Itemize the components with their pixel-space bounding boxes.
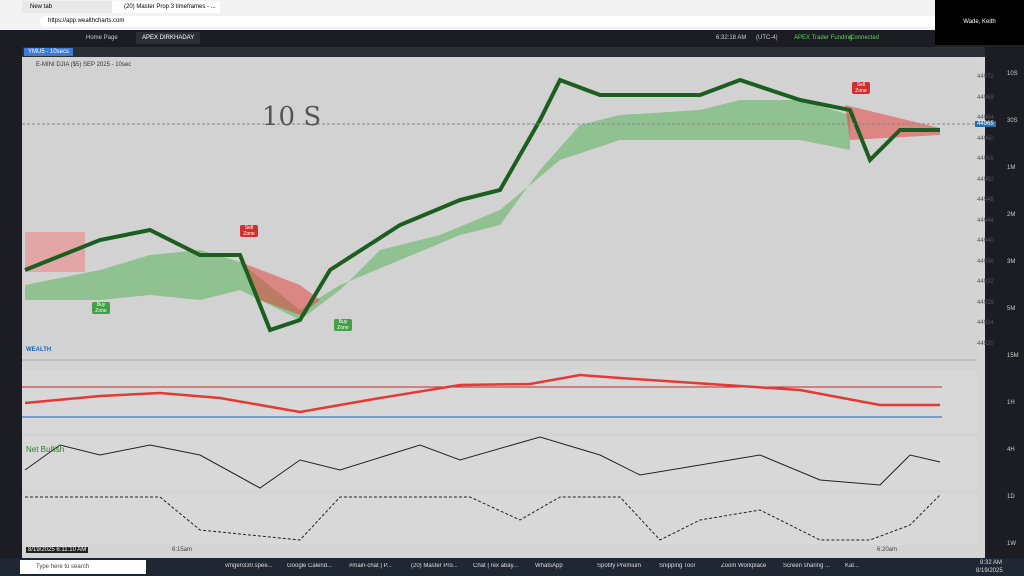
timeframe[interactable]: 15M bbox=[1007, 353, 1019, 359]
browser-chrome: New tab (20) Master Prop 3 timeframes - … bbox=[0, 0, 1024, 30]
timeframe[interactable]: 30S bbox=[1007, 118, 1018, 124]
cycle-pane bbox=[22, 493, 977, 545]
price-label: 44928 bbox=[977, 299, 994, 306]
chart-area: E-MINI DJIA ($5) SEP 2025 - 10sec 10 S 4… bbox=[22, 57, 996, 558]
timeframe[interactable]: 1M bbox=[1007, 165, 1016, 171]
price-label: 44944 bbox=[977, 217, 994, 224]
sentiment: Net Bullish bbox=[26, 445, 65, 454]
price-label: 44924 bbox=[977, 320, 994, 326]
red-cloud bbox=[240, 262, 320, 315]
price-pane bbox=[22, 57, 977, 355]
price-label: 44920 bbox=[977, 340, 994, 347]
user-box: Wade, Keith bbox=[935, 0, 1024, 45]
oscillator-pane bbox=[22, 370, 977, 433]
taskbar: Type here to search 8:32 AM 8/19/2025 vm… bbox=[0, 558, 1024, 576]
zone-label: Sell Zone bbox=[240, 225, 258, 237]
timeframe[interactable]: 4H bbox=[1007, 447, 1015, 453]
account: APEX Trader Funding bbox=[794, 35, 853, 41]
taskbar-app[interactable]: vmgen330.spee... bbox=[225, 563, 273, 569]
right-toolbar: 10S 30S 1M 2M 3M 5M 15M 1H 4H 1D 1W bbox=[985, 47, 1024, 558]
timeframe[interactable]: 1W bbox=[1007, 541, 1016, 547]
price-label: 44940 bbox=[977, 238, 994, 244]
time-label: 6:15am bbox=[172, 547, 193, 553]
app-header: Home Page APEX DIRKHADAY 6:32:18 AM (UTC… bbox=[0, 30, 935, 47]
tab[interactable]: (20) Master Prop 3 timeframes - ... bbox=[112, 1, 220, 13]
tray-date: 8/19/2025 bbox=[976, 568, 1003, 574]
search-box[interactable]: Type here to search bbox=[20, 560, 146, 574]
app-tab[interactable]: Home Page bbox=[86, 35, 118, 41]
momentum-line bbox=[24, 436, 941, 489]
taskbar-app[interactable]: Zoom Workplace bbox=[721, 563, 767, 569]
price-label: 44948 bbox=[977, 197, 994, 203]
taskbar-app[interactable]: Screen sharing ... bbox=[783, 563, 831, 569]
taskbar-app[interactable]: #main-chat | P... bbox=[349, 563, 392, 569]
momentum-pane bbox=[22, 437, 977, 490]
symbol-tab[interactable]: YMU5 - 10secs bbox=[24, 48, 74, 56]
zone-label: Buy Zone bbox=[334, 319, 352, 331]
time-label: 6:20am bbox=[877, 547, 898, 553]
taskbar-app[interactable]: Kat... bbox=[845, 563, 860, 569]
timeframe[interactable]: 10S bbox=[1007, 71, 1018, 77]
chart-svg bbox=[22, 57, 977, 545]
tray-time: 8:32 AM bbox=[980, 560, 1003, 566]
price-label: 44936 bbox=[977, 258, 994, 265]
last-price: 44965 bbox=[975, 121, 996, 127]
price-label: 44960 bbox=[977, 135, 994, 142]
timeframe[interactable]: 1D bbox=[1007, 494, 1015, 500]
price-label: 44952 bbox=[977, 176, 994, 183]
taskbar-app[interactable]: Snipping Tool bbox=[659, 563, 695, 569]
price-label: 44972 bbox=[977, 74, 994, 80]
indicator-name: WEALTH bbox=[26, 347, 52, 353]
price-label: 44964 bbox=[977, 115, 994, 121]
cycle-line bbox=[25, 494, 941, 541]
price-path bbox=[24, 77, 940, 333]
left-toolbar bbox=[0, 47, 22, 558]
timeframe[interactable]: 1H bbox=[1007, 400, 1015, 406]
address-bar[interactable]: https://app.wealthcharts.com bbox=[40, 16, 938, 27]
zone-label: Buy Zone bbox=[92, 302, 110, 314]
annotation: 10 S bbox=[262, 102, 322, 132]
app-tab[interactable]: APEX DIRKHADAY bbox=[136, 32, 201, 44]
zone-label: Sell Zone bbox=[852, 82, 870, 94]
start-time: 8/19/2025 6:11:10 AM bbox=[26, 547, 89, 553]
price-label: 44932 bbox=[977, 279, 994, 285]
green-cloud bbox=[25, 100, 850, 320]
status: Connected bbox=[850, 35, 880, 41]
timeframe[interactable]: 2M bbox=[1007, 212, 1016, 218]
timezone: (UTC-4) bbox=[756, 35, 778, 41]
chart-title: E-MINI DJIA ($5) SEP 2025 - 10sec bbox=[36, 62, 132, 68]
tab[interactable]: New tab bbox=[22, 1, 114, 13]
chart-tabs: YMU5 - 10secs bbox=[22, 47, 985, 57]
taskbar-app[interactable]: (20) Master Pro... bbox=[411, 563, 458, 569]
price-label: 44956 bbox=[977, 156, 994, 162]
taskbar-app[interactable]: Chat | rex abay... bbox=[473, 563, 519, 569]
taskbar-app[interactable]: Spotify Premium bbox=[597, 563, 642, 569]
timeframe[interactable]: 3M bbox=[1007, 259, 1016, 265]
clock: 6:32:18 AM bbox=[716, 35, 747, 41]
oscillator-line bbox=[24, 373, 940, 414]
taskbar-app[interactable]: WhatsApp bbox=[535, 563, 563, 569]
taskbar-app[interactable]: Google Calend... bbox=[287, 563, 333, 569]
price-label: 44968 bbox=[977, 94, 994, 101]
timeframe[interactable]: 5M bbox=[1007, 306, 1016, 312]
